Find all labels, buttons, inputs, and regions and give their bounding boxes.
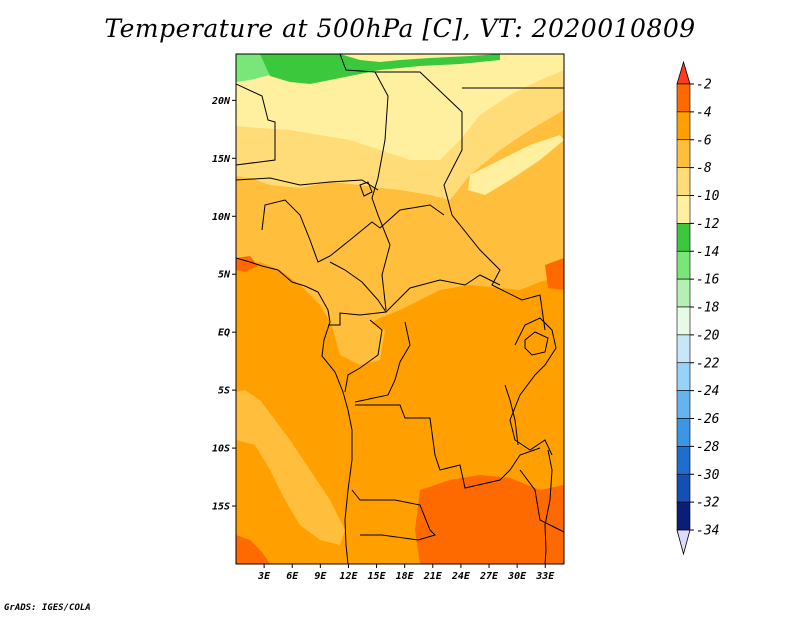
map-frame	[235, 53, 565, 565]
border-central-3	[344, 319, 383, 393]
border-lake-victoria	[524, 331, 549, 356]
x-tick-label: 9E	[314, 571, 327, 582]
field-band-minus-2-to-minus-4-south	[415, 475, 564, 564]
border-mozambique	[519, 469, 564, 533]
y-tick-label: 5S	[218, 386, 230, 397]
border-lake-chad	[359, 181, 373, 197]
y-tick-label: 20N	[211, 96, 231, 107]
country-borders	[236, 54, 564, 564]
border-north-west	[236, 83, 276, 166]
border-south-2	[351, 489, 436, 541]
x-tick-label: 12E	[339, 571, 358, 582]
y-tick-label: 10S	[212, 444, 230, 455]
y-tick-label: 15S	[212, 502, 230, 513]
x-tick-label: 33E	[535, 571, 555, 582]
x-tick-label: 27E	[479, 571, 499, 582]
border-lake-tanganyika	[504, 384, 519, 446]
x-tick-label: 6E	[286, 571, 299, 582]
temperature-field	[236, 54, 564, 564]
y-tick-label: 10N	[212, 212, 231, 223]
x-tick-label: 24E	[451, 571, 471, 582]
border-sahel-1	[236, 177, 379, 191]
field-band-minus-12-to-minus-14	[260, 54, 500, 84]
x-tick-label: 3E	[257, 571, 271, 582]
x-tick-label: 21E	[423, 571, 443, 582]
border-sahel-2	[261, 199, 445, 263]
field-band-minus-10-to-minus-12-east	[468, 135, 564, 195]
grads-credit: GrADS: IGES/COLA	[4, 603, 91, 613]
y-tick-label: EQ	[218, 328, 230, 339]
field-band-minus-2-to-minus-4-east	[545, 258, 564, 290]
border-central-4	[354, 321, 411, 403]
x-tick-label: 15E	[368, 571, 387, 582]
field-band-minus-6-to-minus-8-patch	[330, 318, 385, 365]
map-title: Temperature at 500hPa [C], VT: 202001080…	[104, 14, 696, 43]
field-band-minus-2-to-minus-4-southwest	[236, 535, 270, 564]
x-axis-ticks: 3E 6E 9E 12E 15E 18E 21E 24E 27E 30E 33E	[257, 564, 555, 582]
border-north-central	[339, 54, 391, 311]
y-axis-ticks: 20N 15N 10N 5N EQ 5S 10S 15S	[211, 96, 236, 513]
x-tick-label: 18E	[396, 571, 415, 582]
y-tick-label: 15N	[212, 154, 231, 165]
x-tick-label: 30E	[507, 571, 527, 582]
border-lake-malawi	[544, 449, 553, 564]
border-east-rift	[462, 54, 564, 89]
field-band-minus-6-to-minus-8-south	[236, 390, 345, 545]
border-north-east	[375, 71, 546, 331]
y-tick-label: 5N	[218, 270, 231, 281]
border-east-lakes	[509, 317, 557, 456]
border-south-1	[355, 404, 541, 489]
border-central-2	[385, 274, 501, 313]
coastline	[236, 257, 353, 564]
